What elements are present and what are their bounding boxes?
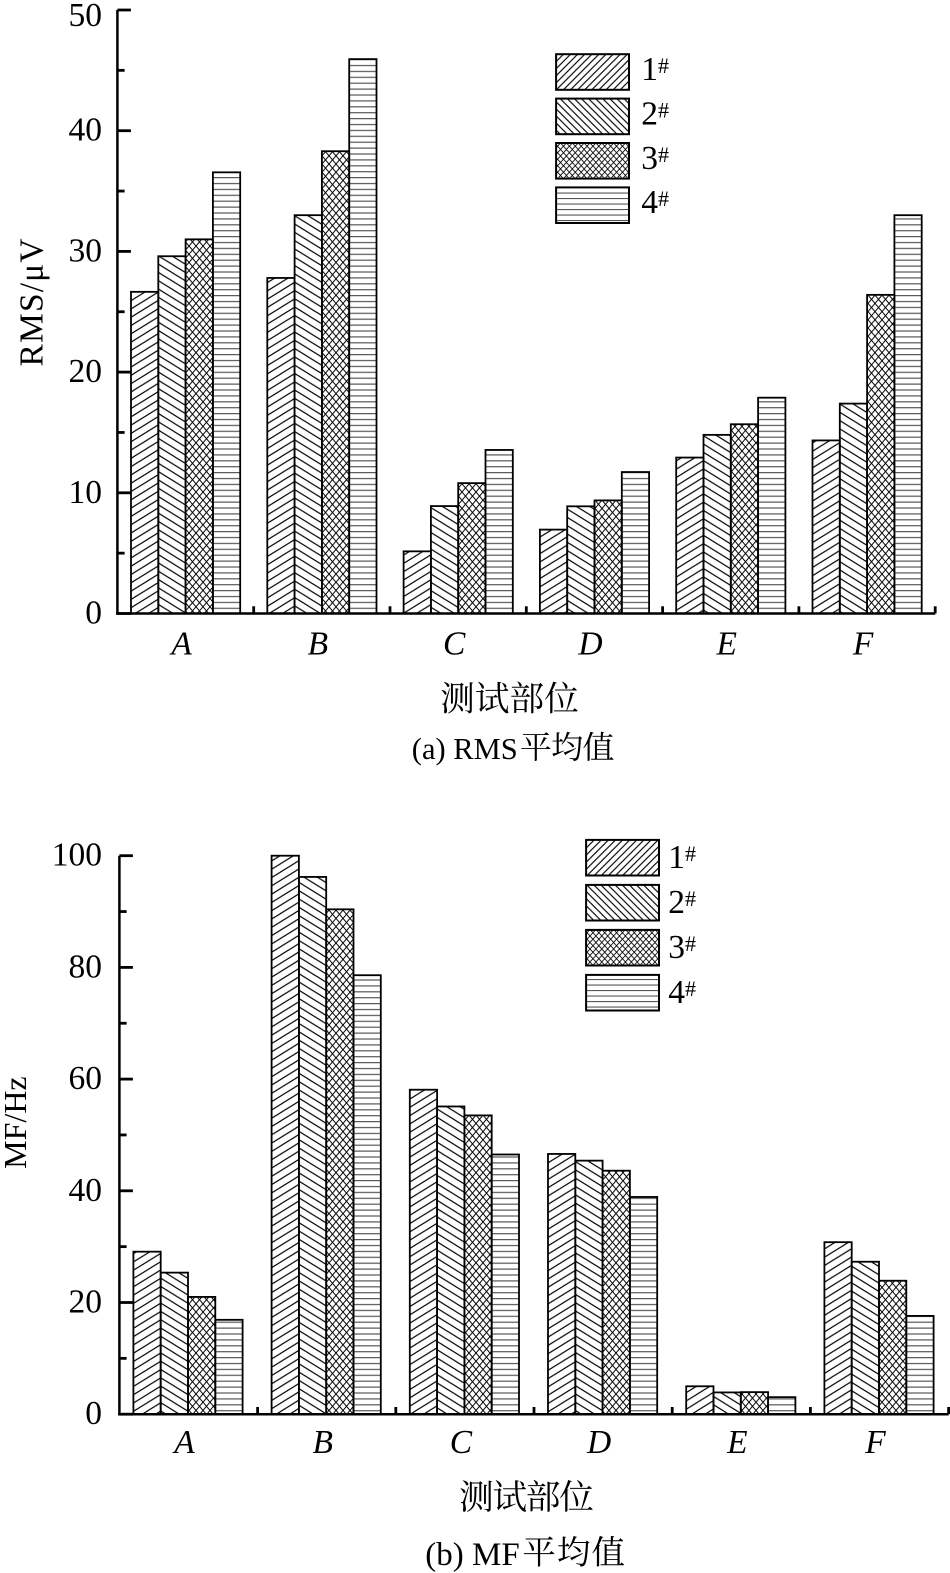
- svg-text:60: 60: [69, 1060, 103, 1097]
- svg-text:F: F: [852, 625, 874, 662]
- svg-text:E: E: [716, 625, 737, 662]
- svg-text:MF/Hz: MF/Hz: [0, 1076, 33, 1168]
- svg-text:E: E: [726, 1424, 747, 1461]
- svg-text:A: A: [169, 625, 192, 662]
- svg-text:30: 30: [69, 232, 103, 269]
- svg-text:F: F: [864, 1424, 886, 1461]
- svg-text:20: 20: [69, 353, 103, 390]
- svg-text:D: D: [577, 625, 602, 662]
- svg-text:B: B: [312, 1424, 332, 1461]
- svg-text:A: A: [172, 1424, 195, 1461]
- svg-text:10: 10: [69, 474, 103, 511]
- svg-text:(b) MF: (b) MF: [425, 1537, 519, 1573]
- svg-text:40: 40: [69, 1172, 103, 1209]
- svg-text:(a) RMS: (a) RMS: [412, 732, 518, 766]
- svg-text:RMS/μV: RMS/μV: [14, 239, 51, 367]
- svg-text:C: C: [450, 1424, 473, 1461]
- svg-text:0: 0: [85, 1395, 102, 1432]
- svg-text:B: B: [308, 625, 328, 662]
- svg-text:80: 80: [69, 948, 103, 985]
- svg-text:40: 40: [69, 112, 103, 149]
- svg-text:C: C: [443, 625, 466, 662]
- svg-text:D: D: [586, 1424, 611, 1461]
- svg-text:50: 50: [69, 0, 103, 34]
- svg-text:20: 20: [69, 1284, 103, 1321]
- svg-text:100: 100: [52, 837, 102, 874]
- svg-text:0: 0: [85, 595, 102, 632]
